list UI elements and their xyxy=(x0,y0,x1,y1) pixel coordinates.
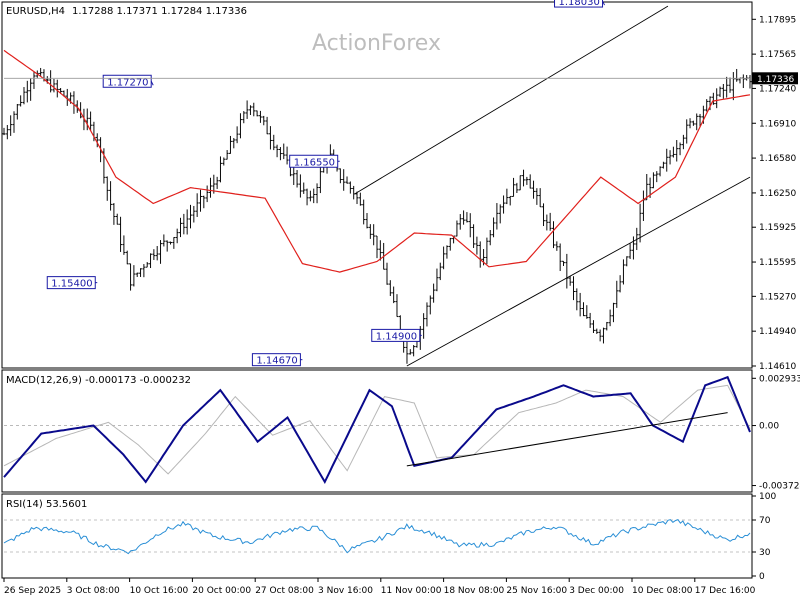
price-axis: 1.17895 1.17565 1.17240 1.16910 1.16580 1.162… xyxy=(752,15,796,372)
callout-label: 1.14900 xyxy=(376,331,417,342)
time-tick-label: 11 Nov 00:00 xyxy=(381,586,442,596)
callout-label: 1.14670 xyxy=(256,356,297,367)
macd-line xyxy=(3,375,751,485)
rsi-title: RSI(14) 53.5601 xyxy=(6,499,87,510)
channel-line xyxy=(406,176,751,367)
macd-trendline xyxy=(406,412,728,467)
price-tick-label: 1.17240 xyxy=(759,84,796,94)
time-tick-label: 10 Dec 08:00 xyxy=(632,586,693,596)
macd-signal-line xyxy=(3,384,751,475)
macd-plot: 0.002933 0.00 -0.003724 xyxy=(3,374,800,492)
rsi-plot: 100 70 30 0 xyxy=(3,492,776,582)
rsi-panel xyxy=(1,493,753,579)
price-bars xyxy=(2,67,752,364)
time-tick-label: 26 Sep 2025 xyxy=(4,586,61,596)
time-tick-label: 3 Nov 16:00 xyxy=(318,586,373,596)
time-tick-label: 25 Nov 16:00 xyxy=(506,586,567,596)
price-tick-label: 1.16250 xyxy=(759,189,796,199)
price-tick-label: 1.16580 xyxy=(759,154,796,164)
price-tick-label: 1.14940 xyxy=(759,327,796,337)
time-tick-label: 10 Oct 16:00 xyxy=(130,586,189,596)
time-tick-label: 3 Oct 08:00 xyxy=(67,586,120,596)
price-tick-label: 1.16910 xyxy=(759,119,796,129)
watermark: ActionForex xyxy=(312,31,441,56)
macd-tick-label: -0.003724 xyxy=(759,482,800,492)
time-tick-label: 17 Dec 16:00 xyxy=(695,586,756,596)
macd-title: MACD(12,26,9) -0.000173 -0.000232 xyxy=(6,375,191,386)
callout-pointer xyxy=(150,81,154,86)
time-axis: 26 Sep 2025 3 Oct 08:00 10 Oct 16:00 20 Oct… xyxy=(3,578,756,596)
price-tick-label: 1.15270 xyxy=(759,292,796,302)
time-tick-label: 20 Oct 00:00 xyxy=(192,586,251,596)
callout-pointer xyxy=(602,0,605,6)
macd-tick-label: 0.002933 xyxy=(759,374,800,384)
time-tick-label: 18 Nov 08:00 xyxy=(444,586,505,596)
current-price-label: 1.17336 xyxy=(757,75,794,85)
trend-channel xyxy=(354,5,751,367)
time-tick-label: 27 Oct 08:00 xyxy=(255,586,314,596)
callout-label: 1.18030 xyxy=(559,0,600,8)
time-tick-label: 3 Dec 00:00 xyxy=(569,586,624,596)
ohlc-readout: 1.17288 1.17371 1.17284 1.17336 xyxy=(72,6,247,17)
channel-line xyxy=(354,5,669,195)
rsi-tick-label: 100 xyxy=(759,492,776,502)
rsi-tick-label: 30 xyxy=(759,548,771,558)
moving-average xyxy=(3,49,751,273)
current-price: 1.17336 xyxy=(4,72,798,85)
macd-panel xyxy=(1,369,753,493)
price-tick-label: 1.15595 xyxy=(759,258,796,268)
rsi-tick-label: 70 xyxy=(759,516,771,526)
rsi-tick-label: 0 xyxy=(759,572,765,582)
rsi-line xyxy=(3,518,751,555)
callout-label: 1.16550 xyxy=(294,157,335,168)
symbol-label: EURUSD,H4 xyxy=(6,6,65,17)
callout-label: 1.15400 xyxy=(51,279,92,290)
macd-tick-label: 0.00 xyxy=(759,422,779,432)
current-price-tag xyxy=(752,72,798,85)
moving-average-line xyxy=(3,49,751,273)
price-callouts: 1.17270 1.15400 1.16550 1.14670 1.14900 1.180… xyxy=(46,0,605,367)
price-tick-label: 1.15925 xyxy=(759,223,796,233)
price-tick-label: 1.17895 xyxy=(759,15,796,25)
price-panel xyxy=(1,1,753,369)
price-tick-label: 1.17565 xyxy=(759,50,796,60)
callout-label: 1.17270 xyxy=(107,77,148,88)
price-tick-label: 1.14610 xyxy=(759,362,796,372)
